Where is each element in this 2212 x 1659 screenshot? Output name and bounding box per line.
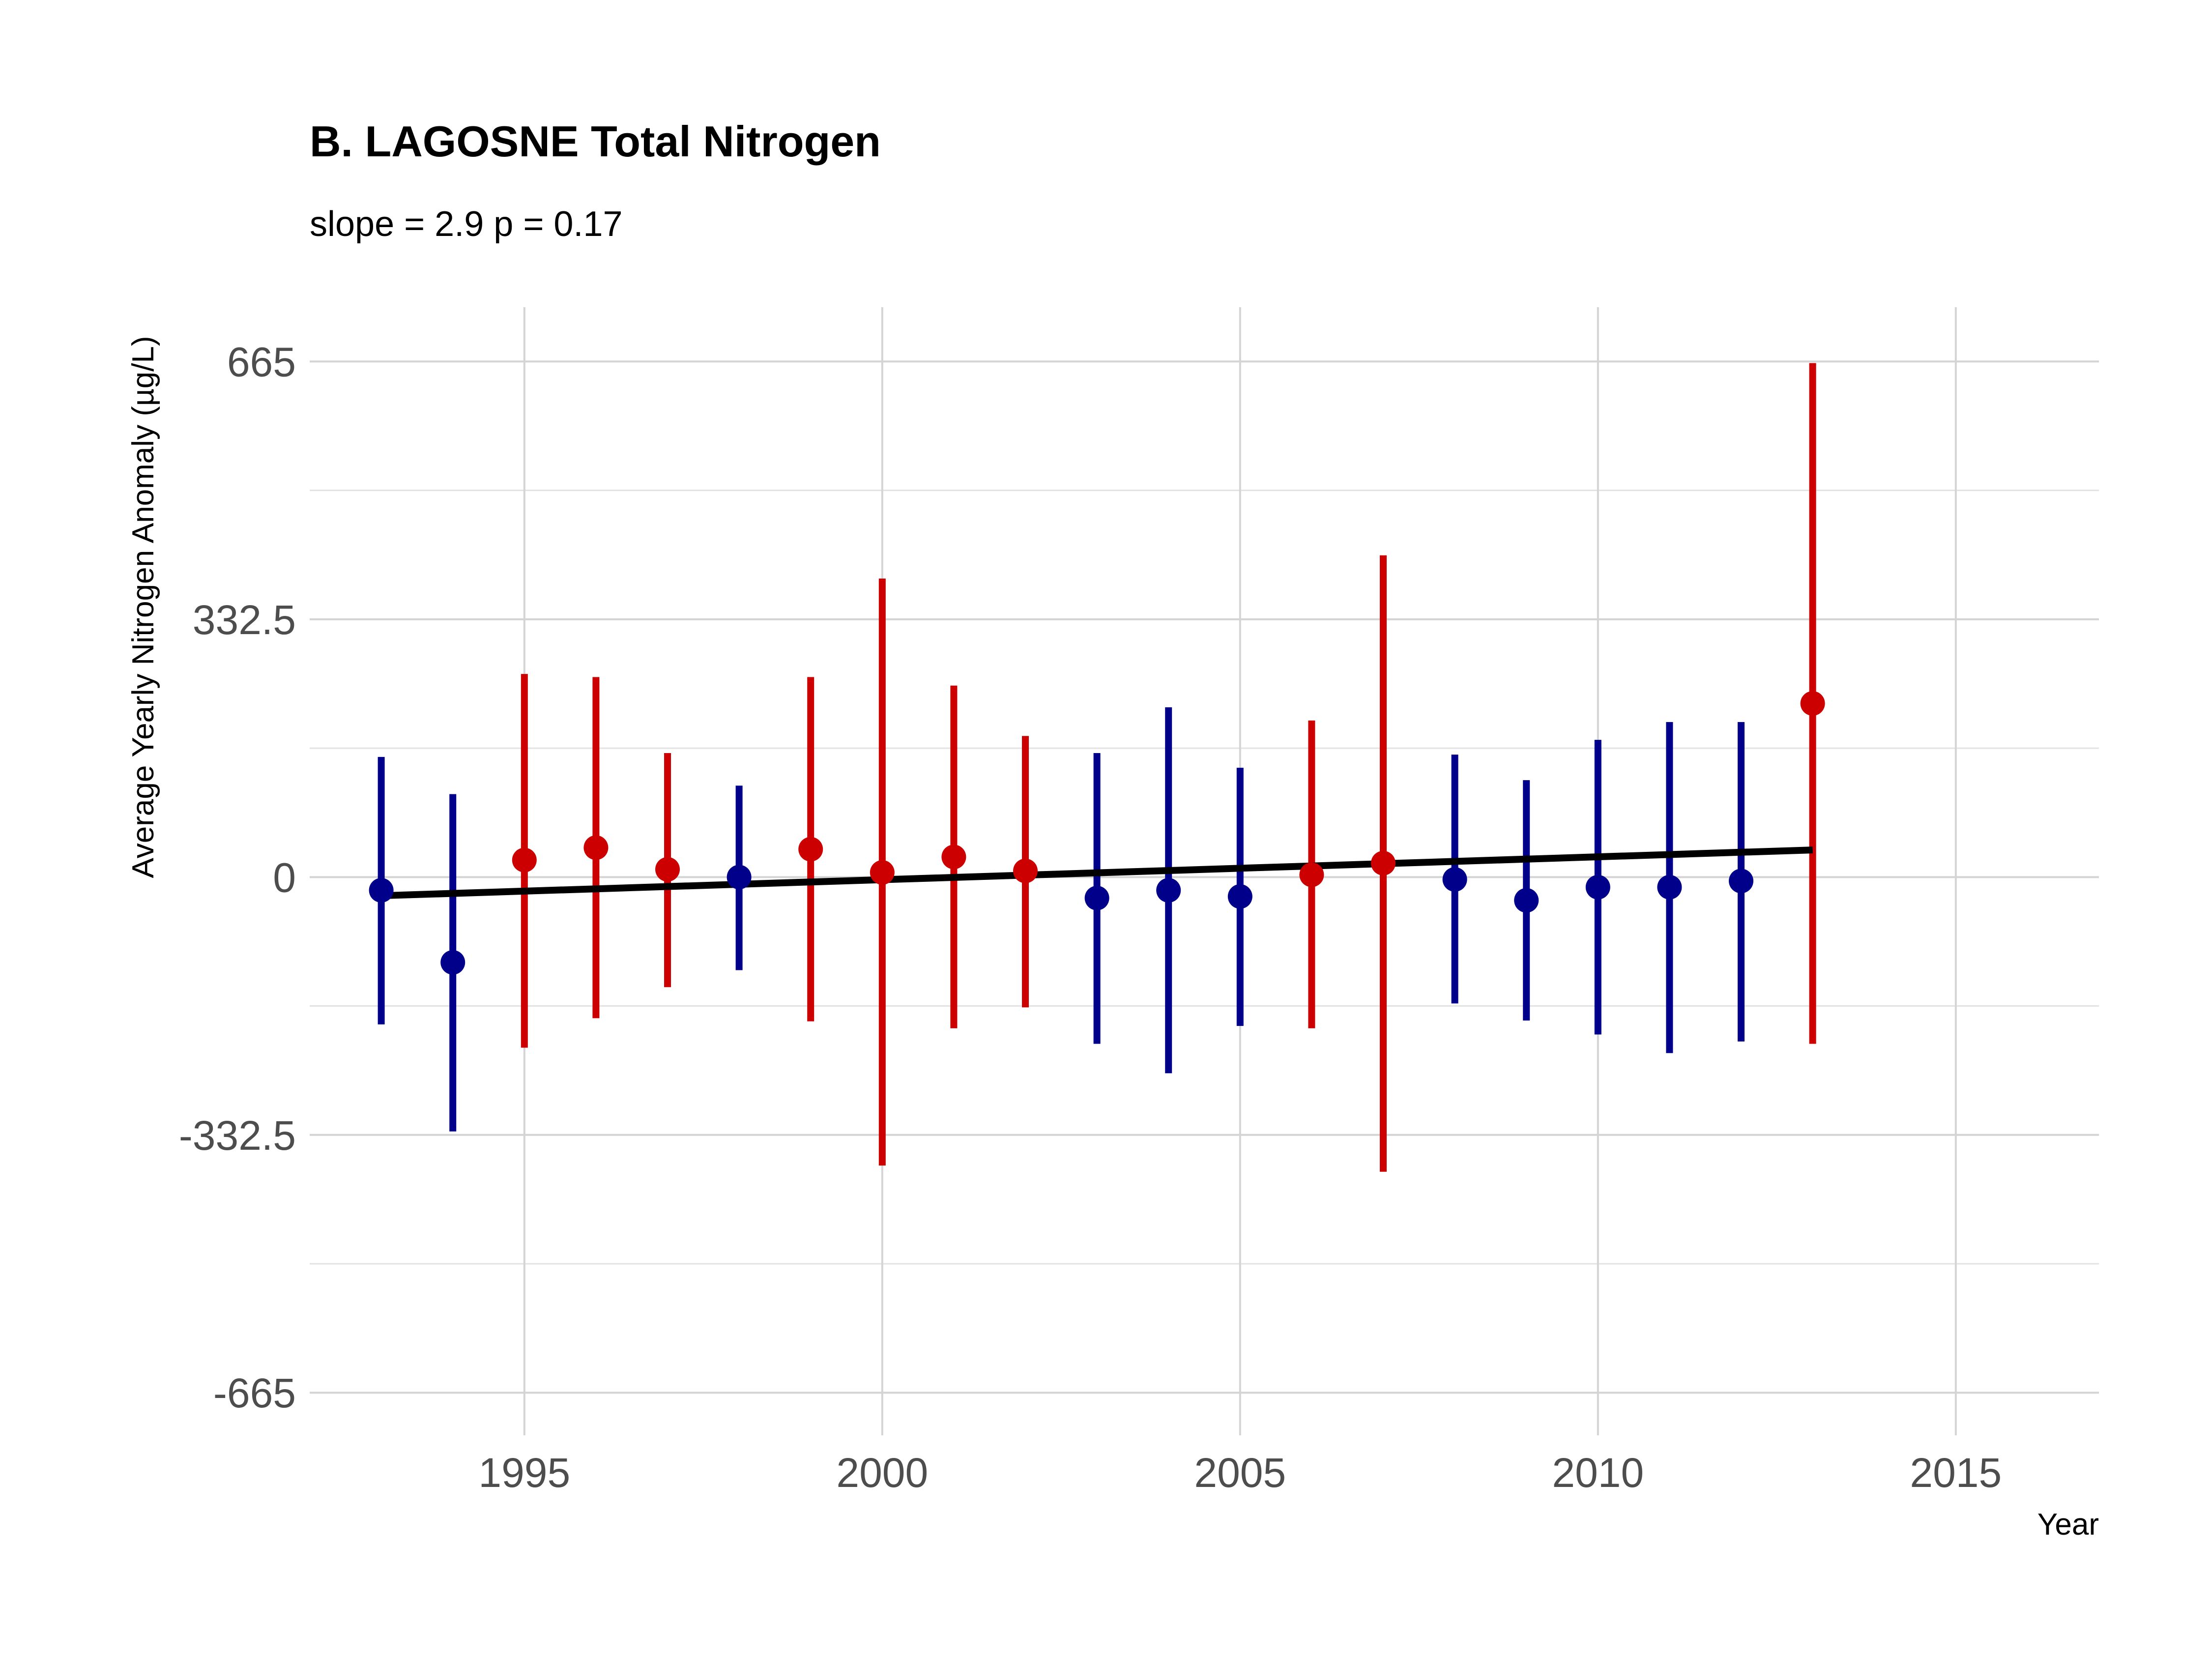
data-point bbox=[1299, 862, 1324, 887]
x-tick-labels: 1995 2000 2005 2010 2015 bbox=[478, 1450, 2002, 1496]
data-point bbox=[1442, 867, 1467, 892]
trend-line bbox=[381, 846, 1813, 900]
data-point bbox=[870, 860, 895, 885]
y-tick-label: 665 bbox=[227, 339, 296, 385]
chart-title: B. LAGOSNE Total Nitrogen bbox=[310, 117, 881, 166]
y-tick-label: 0 bbox=[273, 854, 296, 901]
data-point bbox=[1657, 874, 1682, 900]
data-point bbox=[798, 837, 823, 862]
x-tick-label: 2005 bbox=[1194, 1450, 1286, 1496]
y-tick-label: 332.5 bbox=[193, 597, 296, 643]
x-tick-label: 2015 bbox=[1910, 1450, 2002, 1496]
y-tick-labels: 665 332.5 0 -332.5 -665 bbox=[179, 339, 296, 1416]
data-point bbox=[369, 878, 394, 903]
data-point bbox=[1227, 884, 1252, 909]
x-tick-label: 2010 bbox=[1552, 1450, 1644, 1496]
x-tick-label: 2000 bbox=[836, 1450, 928, 1496]
x-tick-label: 1995 bbox=[478, 1450, 570, 1496]
data-point bbox=[583, 835, 609, 860]
data-point bbox=[1729, 869, 1753, 894]
trend-layer bbox=[381, 846, 1813, 900]
data-point bbox=[512, 847, 537, 873]
y-tick-label: -332.5 bbox=[179, 1112, 296, 1159]
data-point bbox=[1371, 850, 1396, 875]
x-axis-title: Year bbox=[2037, 1508, 2099, 1542]
data-point bbox=[941, 844, 966, 870]
chart-subtitle: slope = 2.9 p = 0.17 bbox=[310, 204, 623, 244]
data-point bbox=[1013, 858, 1038, 883]
data-point bbox=[727, 865, 752, 890]
y-axis-title: Average Yearly Nitrogen Anomaly (µg/L) bbox=[126, 336, 160, 878]
data-point bbox=[1514, 888, 1539, 913]
data-point bbox=[1156, 878, 1181, 903]
data-point bbox=[655, 857, 680, 882]
y-tick-label: -665 bbox=[213, 1370, 296, 1416]
data-point bbox=[1084, 885, 1109, 910]
data-point bbox=[1585, 874, 1610, 900]
data-points bbox=[369, 691, 1825, 975]
data-point bbox=[440, 950, 466, 975]
data-point bbox=[1800, 691, 1825, 716]
